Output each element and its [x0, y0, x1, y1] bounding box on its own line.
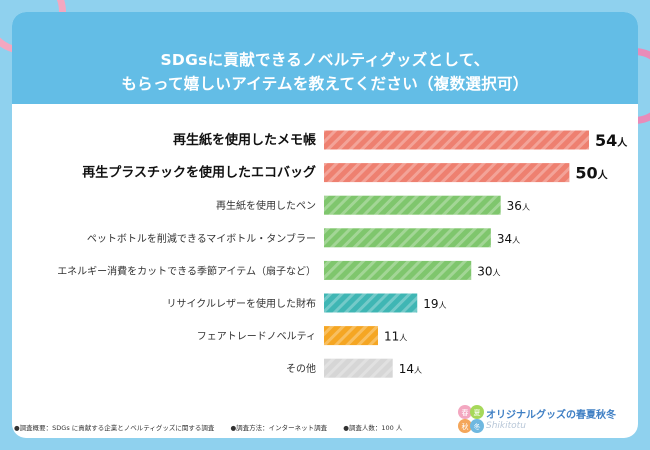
bar-stripe-overlay	[324, 326, 378, 346]
data-label: 19人	[423, 297, 446, 311]
category-label: ペットボトルを削減できるマイボトル・タンブラー	[87, 232, 316, 245]
title-banner: SDGsに貢献できるノベルティグッズとして、 もらって嬉しいアイテムを教えてくだ…	[12, 12, 638, 104]
bar-stripe-overlay	[324, 195, 501, 215]
brand-logo: 春 夏 秋 冬 オリジナルグッズの春夏秋冬 Shikitotu	[456, 400, 646, 440]
bar-stripe-overlay	[324, 228, 491, 248]
category-label: エネルギー消費をカットできる季節アイテム（扇子など）	[57, 264, 316, 277]
bar-stripe-overlay	[324, 130, 589, 150]
data-label: 14人	[399, 362, 422, 376]
survey-overview: ●調査概要：SDGs に貢献する企業とノベルティグッズに関する調査	[14, 424, 215, 432]
bar-stripe-overlay	[324, 293, 418, 313]
data-label: 36人	[507, 199, 530, 213]
bar-stripe-overlay	[324, 163, 570, 183]
badge-char-2: 夏	[474, 409, 481, 417]
chart-title-line2: もらって嬉しいアイテムを教えてください（複数選択可）	[121, 75, 529, 93]
brand-name: オリジナルグッズの春夏秋冬	[486, 410, 616, 421]
badge-char-3: 秋	[462, 422, 469, 431]
brand-subtitle: Shikitotu	[486, 421, 526, 431]
category-label: 再生紙を使用したペン	[216, 199, 316, 212]
category-label: フェアトレードノベルティ	[197, 331, 316, 343]
category-label: リサイクルレザーを使用した財布	[167, 297, 317, 310]
category-label: 再生プラスチックを使用したエコバッグ	[82, 165, 316, 181]
survey-footer: ●調査概要：SDGs に貢献する企業とノベルティグッズに関する調査 ●調査方法：…	[14, 422, 416, 432]
bar-stripe-overlay	[324, 358, 393, 378]
category-label: 再生紙を使用したメモ帳	[173, 132, 316, 148]
brand-badge-icon: 春 夏 秋 冬	[458, 405, 484, 433]
category-label: その他	[286, 362, 316, 375]
data-label: 30人	[477, 264, 500, 278]
data-label: 11人	[384, 330, 407, 344]
chart-title-line1: SDGsに貢献できるノベルティグッズとして、	[160, 51, 490, 69]
data-label: 50人	[575, 164, 608, 183]
survey-count: ●調査人数：100 人	[343, 424, 403, 432]
data-label: 54人	[595, 131, 628, 150]
bar-stripe-overlay	[324, 260, 472, 280]
survey-method: ●調査方法：インターネット調査	[230, 424, 328, 432]
badge-char-4: 冬	[474, 422, 481, 431]
chart-card: SDGsに貢献できるノベルティグッズとして、 もらって嬉しいアイテムを教えてくだ…	[12, 12, 638, 438]
badge-char-1: 春	[462, 408, 469, 417]
data-label: 34人	[497, 232, 520, 246]
